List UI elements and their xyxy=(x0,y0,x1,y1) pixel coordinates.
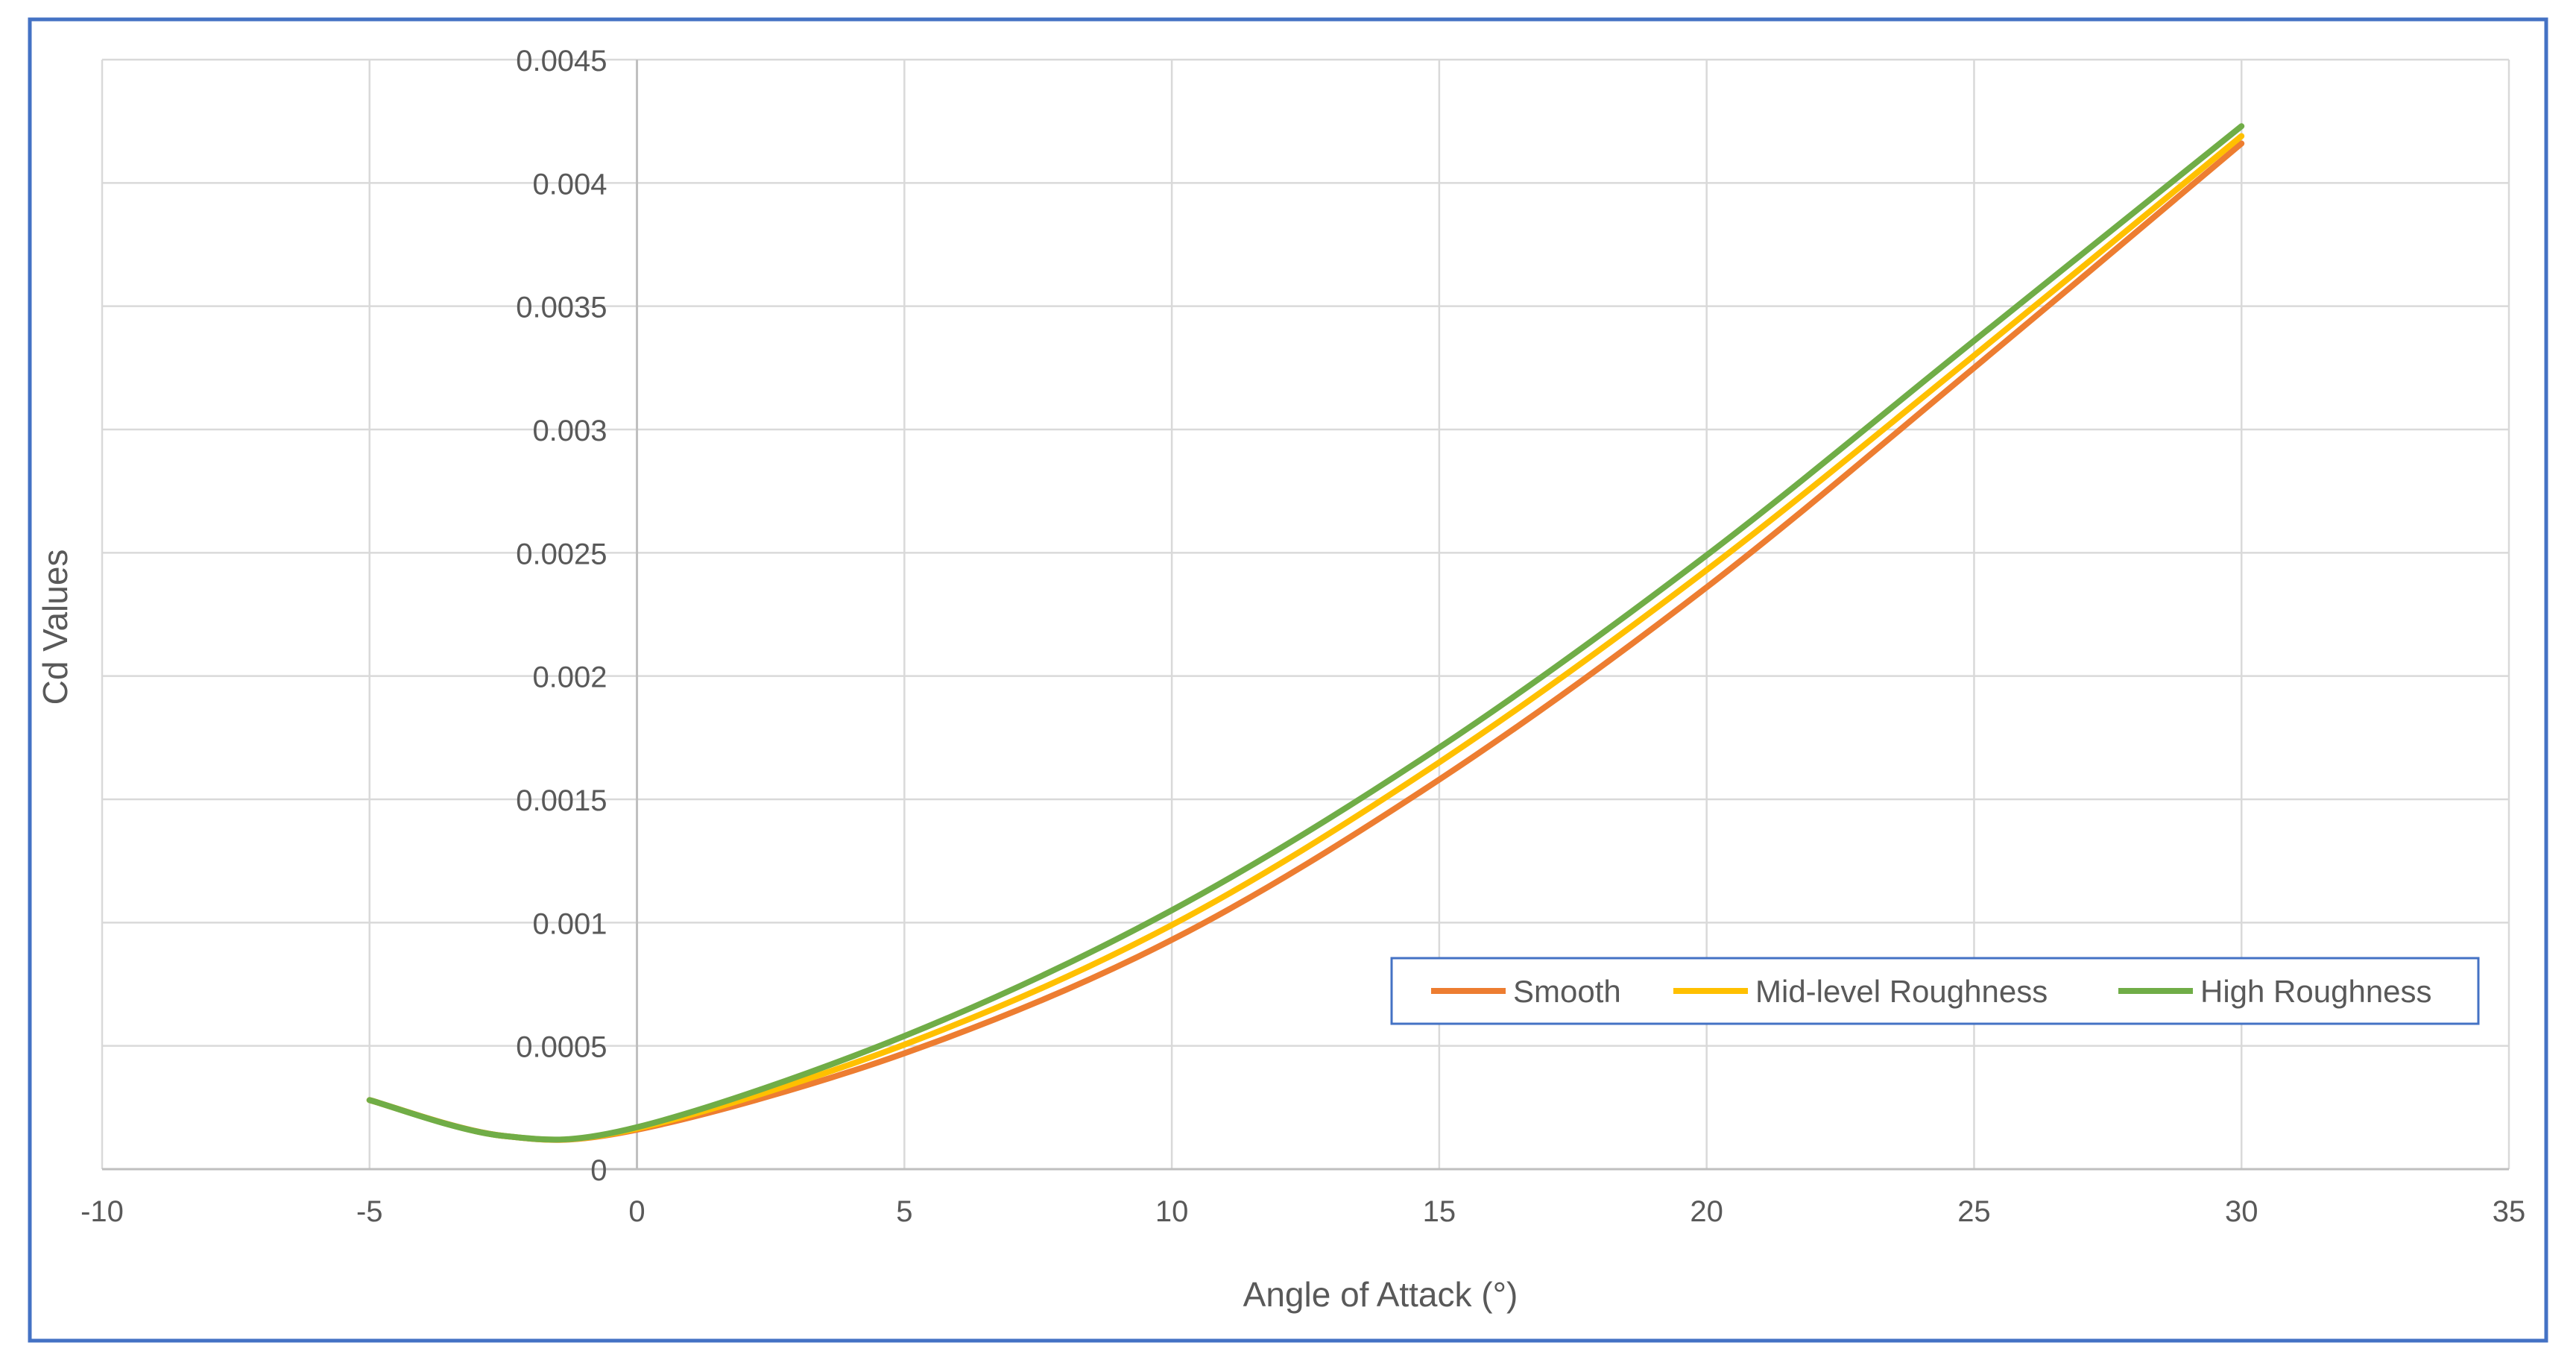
series-line-high-roughness xyxy=(366,123,2245,1143)
legend: Smooth Mid-level Roughness High Roughness xyxy=(1390,957,2480,1025)
x-tick-label: -10 xyxy=(80,1195,124,1228)
y-tick-label: 0.0005 xyxy=(516,1031,607,1064)
x-tick-label: 10 xyxy=(1155,1195,1189,1228)
y-axis-title: Cd Values xyxy=(36,550,75,705)
y-tick-label: 0.001 xyxy=(532,907,607,940)
y-tick-label: 0.0025 xyxy=(516,538,607,570)
legend-label: High Roughness xyxy=(2200,974,2432,1009)
y-tick-label: 0.002 xyxy=(532,661,607,694)
x-tick-label: 35 xyxy=(2493,1195,2526,1228)
chart-border xyxy=(28,17,2548,1343)
x-tick-label: 25 xyxy=(1957,1195,1991,1228)
legend-label: Mid-level Roughness xyxy=(1755,974,2048,1009)
y-tick-label: 0.0045 xyxy=(516,45,607,78)
y-tick-label: 0.004 xyxy=(532,168,607,201)
axes xyxy=(102,60,2509,1171)
series-lines xyxy=(366,123,2245,1143)
x-tick-label: 20 xyxy=(1690,1195,1723,1228)
x-axis-title: Angle of Attack (°) xyxy=(1243,1275,1518,1314)
legend-box xyxy=(1390,957,2480,1025)
x-tick-label: 5 xyxy=(896,1195,912,1228)
x-tick-label: 30 xyxy=(2225,1195,2258,1228)
x-tick-label: -5 xyxy=(356,1195,383,1228)
y-tick-label: 0.0015 xyxy=(516,784,607,817)
tick-labels: 0 0.0005 0.001 0.0015 0.002 0.0025 0.003 0.0035… xyxy=(80,45,2525,1228)
y-tick-label: 0.003 xyxy=(532,415,607,447)
legend-label: Smooth xyxy=(1513,974,1621,1009)
x-tick-label: 15 xyxy=(1423,1195,1456,1228)
x-tick-label: 0 xyxy=(628,1195,645,1228)
y-tick-label: 0.0035 xyxy=(516,292,607,324)
y-tick-label: 0 xyxy=(590,1154,607,1187)
